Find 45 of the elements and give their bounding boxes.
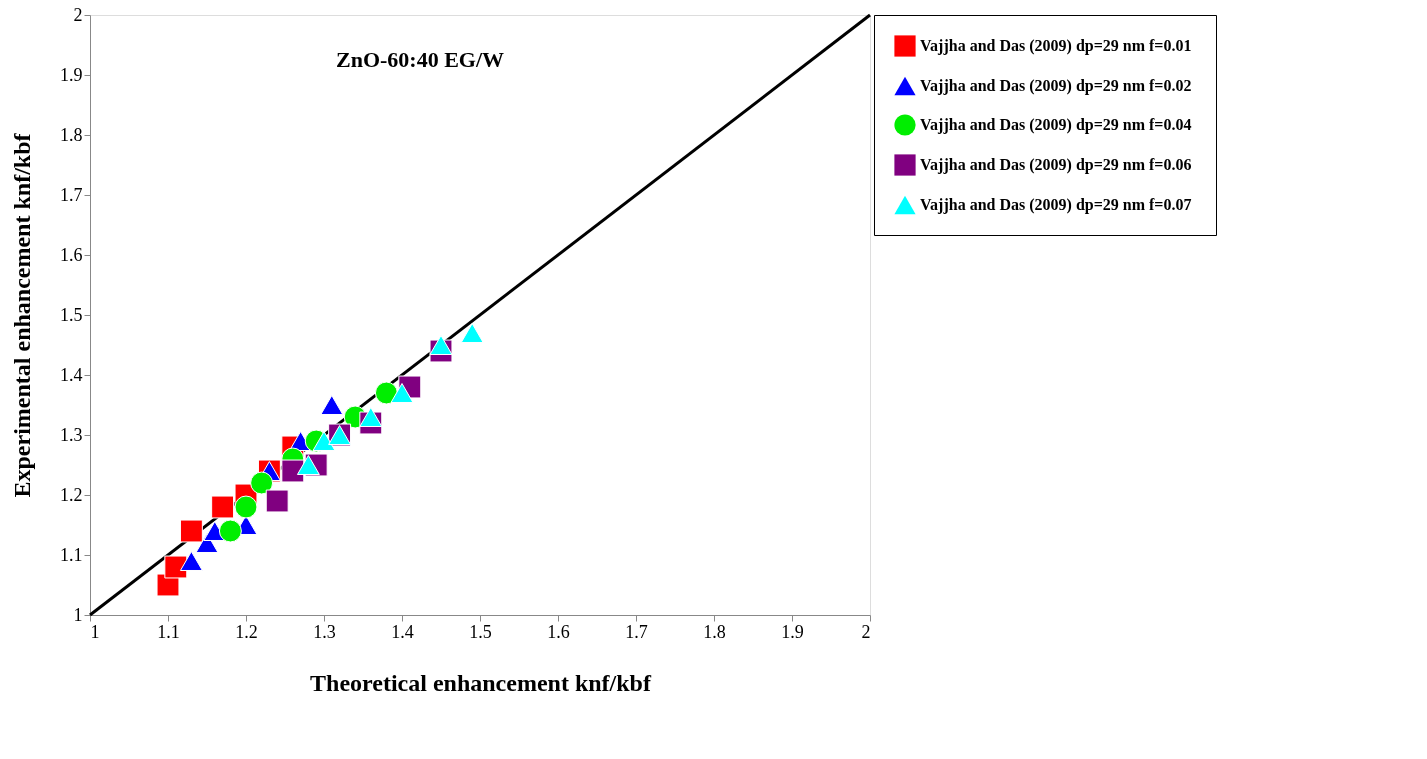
x-tick-label: 1.1 bbox=[157, 621, 180, 642]
y-tick-label: 1 bbox=[73, 604, 83, 625]
x-tick-label: 2 bbox=[861, 621, 871, 642]
point bbox=[390, 383, 414, 403]
point bbox=[460, 323, 484, 343]
y-tick-label: 1.7 bbox=[60, 184, 83, 205]
y-tick-label: 1.1 bbox=[60, 544, 83, 565]
legend-label: Vajjha and Das (2009) dp=29 nm f=0.06 bbox=[920, 156, 1192, 174]
y-tick-label: 1.5 bbox=[60, 304, 83, 325]
point bbox=[429, 335, 453, 355]
legend-label: Vajjha and Das (2009) dp=29 nm f=0.01 bbox=[920, 37, 1192, 55]
point bbox=[265, 489, 289, 513]
annotation: ZnO-60:40 EG/W bbox=[335, 47, 505, 72]
x-tick-label: 1.5 bbox=[469, 621, 492, 642]
x-tick-label: 1 bbox=[90, 621, 100, 642]
point bbox=[312, 431, 336, 451]
legend-label: Vajjha and Das (2009) dp=29 nm f=0.04 bbox=[920, 116, 1192, 134]
x-tick-label: 1.4 bbox=[391, 621, 414, 642]
point bbox=[218, 519, 242, 543]
point bbox=[296, 455, 320, 475]
y-tick-label: 1.3 bbox=[60, 424, 83, 445]
y-axis-title: Experimental enhancement knf/kbf bbox=[9, 132, 35, 498]
point bbox=[179, 551, 203, 571]
x-tick-label: 1.8 bbox=[703, 621, 726, 642]
x-tick-label: 1.9 bbox=[781, 621, 804, 642]
point bbox=[211, 495, 235, 519]
point bbox=[374, 381, 398, 405]
legend-label: Vajjha and Das (2009) dp=29 nm f=0.07 bbox=[920, 196, 1192, 214]
y-tick-label: 1.8 bbox=[60, 124, 83, 145]
point bbox=[359, 407, 383, 427]
point bbox=[250, 471, 274, 495]
x-tick-label: 1.6 bbox=[547, 621, 570, 642]
y-tick-label: 1.6 bbox=[60, 244, 83, 265]
y-tick-label: 2 bbox=[73, 4, 83, 25]
x-axis-title: Theoretical enhancement knf/kbf bbox=[310, 669, 652, 696]
y-tick-label: 1.4 bbox=[60, 364, 83, 385]
legend-label: Vajjha and Das (2009) dp=29 nm f=0.02 bbox=[920, 77, 1192, 95]
point bbox=[179, 519, 203, 543]
x-tick-label: 1.2 bbox=[235, 621, 258, 642]
point bbox=[320, 395, 344, 415]
x-tick-label: 1.7 bbox=[625, 621, 648, 642]
y-tick-label: 1.9 bbox=[60, 64, 83, 85]
point bbox=[234, 495, 258, 519]
y-tick-label: 1.2 bbox=[60, 484, 83, 505]
x-tick-label: 1.3 bbox=[313, 621, 336, 642]
